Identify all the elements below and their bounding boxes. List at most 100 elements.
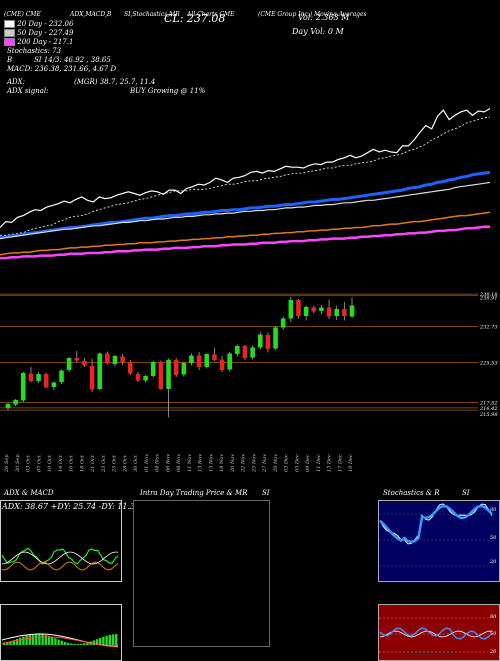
candle-up (273, 327, 278, 349)
date-tick-label: 19 Dec (348, 454, 354, 472)
candle-down (242, 346, 248, 358)
legend-ma20: 20 Day - 232.06 (4, 20, 73, 28)
candle-up (59, 370, 64, 382)
candle-down (105, 353, 110, 364)
date-tick-label: 17 Dec (337, 454, 343, 472)
legend-ma50-swatch (4, 29, 15, 37)
macd-histogram-bar (115, 634, 118, 645)
macd-histogram-bar (22, 636, 25, 645)
macd-histogram-bar (111, 634, 115, 645)
si-line (379, 627, 493, 640)
candle-down (28, 373, 34, 381)
candle-down (265, 335, 271, 349)
macd-histogram-bar (19, 637, 22, 645)
date-tick-label: 25 Nov (251, 454, 257, 473)
date-tick-label: 15 Nov (208, 454, 214, 472)
header-ma-tab[interactable]: All Charts CME (187, 11, 235, 18)
candle-down (74, 358, 80, 361)
candle-up (303, 307, 309, 316)
candle-up (51, 382, 57, 387)
si-tick-20: 20 (490, 649, 497, 655)
candle-down (212, 354, 217, 360)
candle-up (13, 400, 18, 405)
date-tick-label: 26 Sep (4, 454, 10, 473)
si-line: SI 14/3: 46.92 , 38.65 (34, 56, 111, 64)
macd-histogram-bar (102, 636, 105, 645)
legend-ma200-text: 200 Day - 217.1 (17, 38, 74, 46)
candle-down (296, 300, 301, 316)
header-symbol-row: (CME) CME (4, 11, 41, 18)
header-stoch-tab[interactable]: SI,Stochastics,MR (124, 11, 180, 18)
candle-up (97, 353, 103, 389)
legend-ma20-text: 20 Day - 232.06 (17, 20, 74, 28)
adx-readout: ADX: 38.67 +DY: 25.74 -DY: 11.39 (2, 502, 141, 511)
date-tick-label: 20 Nov (230, 454, 236, 473)
adx-minus-line (1, 561, 119, 571)
adx-signal-value: BUY Growing @ 11% (130, 87, 206, 95)
date-tick-label: 22 Nov (241, 454, 247, 473)
candle-down (196, 355, 202, 367)
macd-histogram-bar (28, 634, 31, 645)
date-tick-label: 05 Dec (294, 454, 300, 472)
header-macd-tab[interactable]: ADX,MACD,B (70, 11, 112, 18)
adx-label: ADX: (7, 78, 26, 86)
header-company: (CME Group Inc.) Moving Averages (258, 11, 367, 18)
day-volume-label: Day Vol: 0 M (292, 27, 344, 36)
si-prefix: B (7, 56, 13, 64)
price-tick-label: 216.42 (479, 406, 498, 412)
ma200-line (0, 225, 490, 260)
macd-histogram-bar (79, 643, 83, 645)
candle-up (204, 354, 210, 367)
price-tick-label: 238.91 (479, 295, 498, 301)
adx-values: (MGR) 38.7, 25.7, 11.4 (74, 78, 156, 86)
candle-up (334, 309, 340, 316)
candle-down (135, 374, 141, 381)
candle-up (36, 374, 41, 381)
watermark: munafasutra.com (404, 651, 458, 658)
candle-down (158, 362, 164, 389)
date-tick-label: 30 Sep (15, 454, 21, 472)
candle-up (166, 360, 171, 389)
macd-histogram-bar (38, 634, 41, 645)
date-tick-label: 14 Oct (58, 454, 64, 472)
legend-ma200-swatch (4, 38, 15, 46)
date-tick-label: 10 Oct (47, 454, 53, 472)
macd-histogram-bar (41, 634, 44, 645)
candle-down (43, 374, 49, 388)
date-tick-label: 27 Nov (262, 454, 268, 473)
macd-histogram-bar (105, 635, 108, 645)
candle-down (120, 356, 125, 362)
macd-histogram-bar (73, 643, 76, 645)
candle-down (311, 307, 317, 312)
date-tick-label: 11 Nov (187, 454, 193, 472)
candle-up (150, 362, 156, 376)
candle-up (288, 300, 294, 319)
price-line (0, 107, 491, 228)
candle-up (112, 356, 118, 364)
date-tick-label: 01 Nov (144, 454, 150, 472)
close-label: CL: 237.08 (164, 12, 226, 25)
date-tick-label: 30 Oct (133, 454, 139, 472)
candle-down (82, 361, 87, 366)
price-tick-label: 232.73 (479, 324, 498, 330)
macd-line: MACD: 236.38, 231.66, 4.67 D (7, 65, 117, 73)
date-tick-label: 28 Oct (122, 454, 128, 473)
macd-histogram-bar (70, 643, 73, 645)
macd-histogram-bar (92, 640, 95, 645)
candle-up (257, 334, 263, 348)
si-panel (378, 604, 500, 661)
date-tick-label: 23 Oct (101, 454, 107, 473)
macd-histogram-bar (47, 636, 51, 645)
stochastics-panel (378, 500, 500, 582)
price-tick-label: 239.18 (479, 292, 498, 298)
macd-histogram-bar (76, 643, 79, 645)
macd-histogram-bar (86, 642, 89, 645)
candle-down (89, 366, 95, 390)
blue-ma-line (0, 170, 491, 240)
price-tick-label: 215.98 (479, 412, 498, 418)
date-tick-label: 06 Nov (165, 454, 171, 472)
candle-down (326, 307, 332, 317)
date-tick-label: 18 Oct (79, 454, 85, 472)
macd-histogram-bar (44, 635, 47, 645)
